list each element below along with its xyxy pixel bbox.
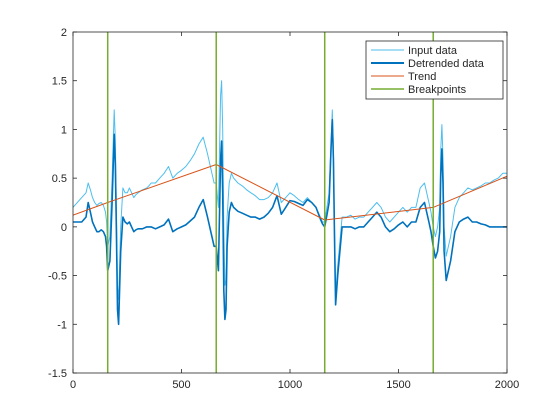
x-tick-label: 2000 <box>495 379 519 391</box>
x-tick-label: 1500 <box>386 379 410 391</box>
axes: 0 500 1000 1500 2000 -1.5 -1 -0.5 0 0.5 1 1.5 2 <box>48 27 519 391</box>
x-tick-label: 500 <box>172 379 190 391</box>
y-tick-label: -0.5 <box>48 271 67 283</box>
y-tick-label: 0.5 <box>52 173 67 185</box>
series-line-trend <box>73 164 507 221</box>
series-line-detrended-data <box>73 118 507 326</box>
x-tick-label: 1000 <box>278 379 302 391</box>
y-tick-label: 0 <box>61 222 67 234</box>
x-tick-label: 0 <box>70 379 76 391</box>
y-tick-label: -1.5 <box>48 368 67 380</box>
legend-label: Breakpoints <box>408 84 467 96</box>
y-tick-label: 1.5 <box>52 76 67 88</box>
legend-label: Detrended data <box>408 58 485 70</box>
y-tick-label: 2 <box>61 27 67 39</box>
legend-label: Trend <box>408 71 436 83</box>
y-tick-label: -1 <box>57 319 67 331</box>
y-tick-label: 1 <box>61 124 67 136</box>
series-line-input-data <box>73 80 507 301</box>
legend-label: Input data <box>408 45 458 57</box>
